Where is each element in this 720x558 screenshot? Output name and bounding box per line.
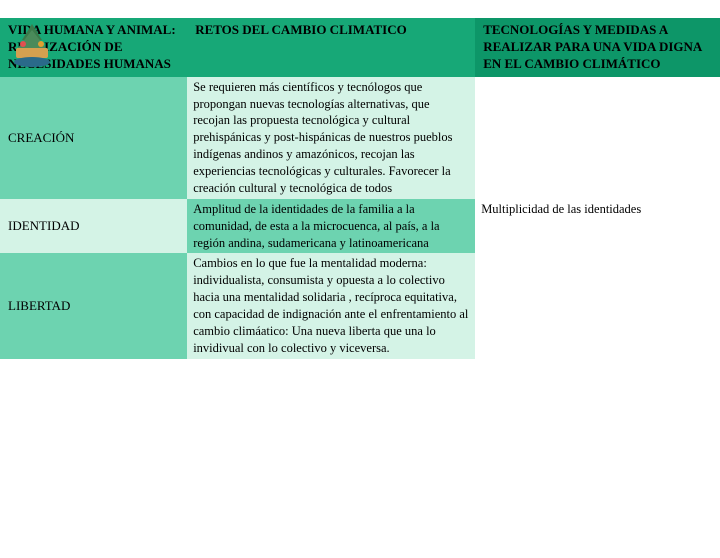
content-table: VIDA HUMANA Y ANIMAL: REALIZACIÓN DE NEC…: [0, 18, 720, 359]
header-col-2: RETOS DEL CAMBIO CLIMATICO: [187, 18, 475, 77]
row-label-identidad: IDENTIDAD: [0, 199, 187, 254]
cell-libertad-retos: Cambios en lo que fue la mentalidad mode…: [187, 253, 475, 358]
cell-creacion-retos: Se requieren más científicos y tecnólogo…: [187, 77, 475, 199]
cell-identidad-retos: Amplitud de la identidades de la familia…: [187, 199, 475, 254]
table-row: LIBERTAD Cambios en lo que fue la mental…: [0, 253, 720, 358]
cell-libertad-tech: [475, 253, 720, 358]
row-label-libertad: LIBERTAD: [0, 253, 187, 358]
table-row: IDENTIDAD Amplitud de la identidades de …: [0, 199, 720, 254]
table-row: CREACIÓN Se requieren más científicos y …: [0, 77, 720, 199]
row-label-creacion: CREACIÓN: [0, 77, 187, 199]
header-col-3: TECNOLOGÍAS Y MEDIDAS A REALIZAR PARA UN…: [475, 18, 720, 77]
logo-icon: [8, 20, 56, 68]
cell-creacion-tech: [475, 77, 720, 199]
table-header-row: VIDA HUMANA Y ANIMAL: REALIZACIÓN DE NEC…: [0, 18, 720, 77]
cell-identidad-tech: Multiplicidad de las identidades: [475, 199, 720, 254]
